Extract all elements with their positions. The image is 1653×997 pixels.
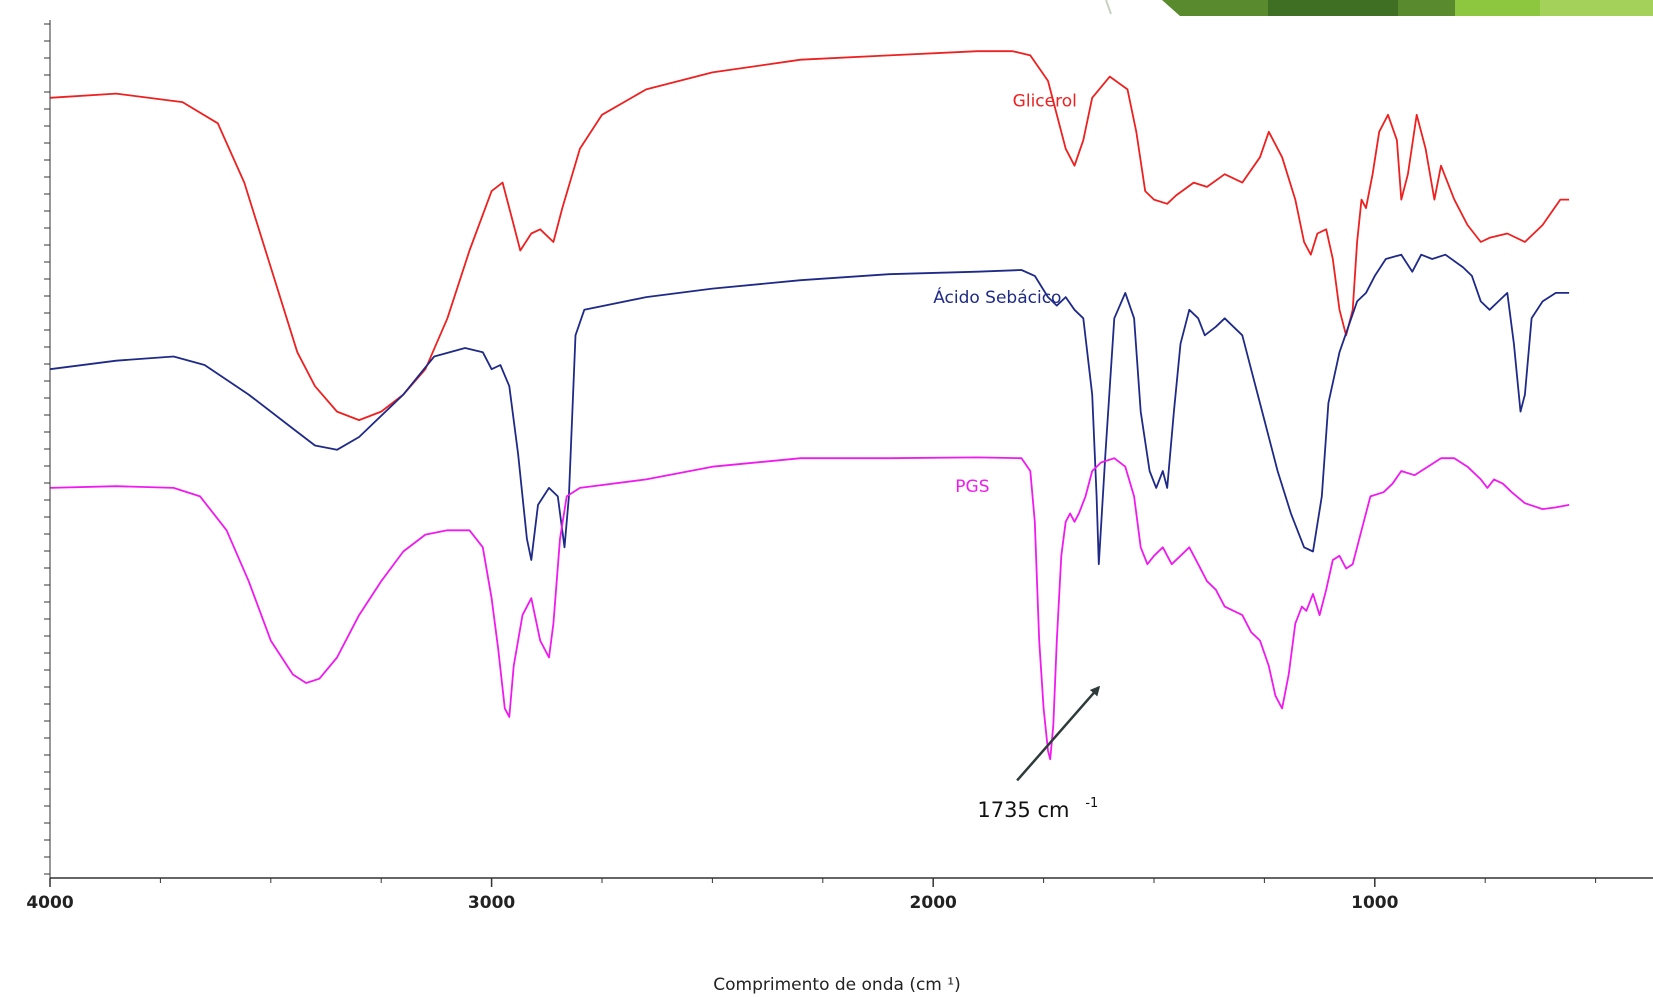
x-tick-label: 1000 <box>1351 893 1398 913</box>
series-label-2: Ácido Sebácico <box>933 286 1061 308</box>
series-line-1 <box>49 50 1570 421</box>
series-line-2 <box>49 253 1570 566</box>
decoration-stripe-4 <box>1540 0 1653 16</box>
annotation-arrow <box>1016 685 1101 782</box>
decoration-stripe-3 <box>1455 0 1540 16</box>
x-tick-label: 4000 <box>26 893 73 913</box>
x-tick-label: 2000 <box>910 893 957 913</box>
decoration-thin-line <box>1105 0 1112 15</box>
series-line-3 <box>49 456 1570 761</box>
plot-area: Glicerol Ácido Sebácico PGS <box>49 50 1570 761</box>
x-axis-title: Comprimento de onda (cm ¹) <box>713 975 960 995</box>
decoration-stripe-2 <box>1268 0 1398 16</box>
annotation-text: 1735 cm <box>977 798 1069 822</box>
annotations: 1735 cm -1 <box>977 685 1101 822</box>
axes: 4000 3000 2000 1000 <box>26 20 1653 913</box>
series-label-1: Glicerol <box>1013 91 1077 111</box>
annotation-superscript: -1 <box>1085 796 1098 811</box>
slide-header-decoration <box>1105 0 1653 16</box>
series-label-3: PGS <box>955 477 989 497</box>
x-tick-label: 3000 <box>468 893 515 913</box>
